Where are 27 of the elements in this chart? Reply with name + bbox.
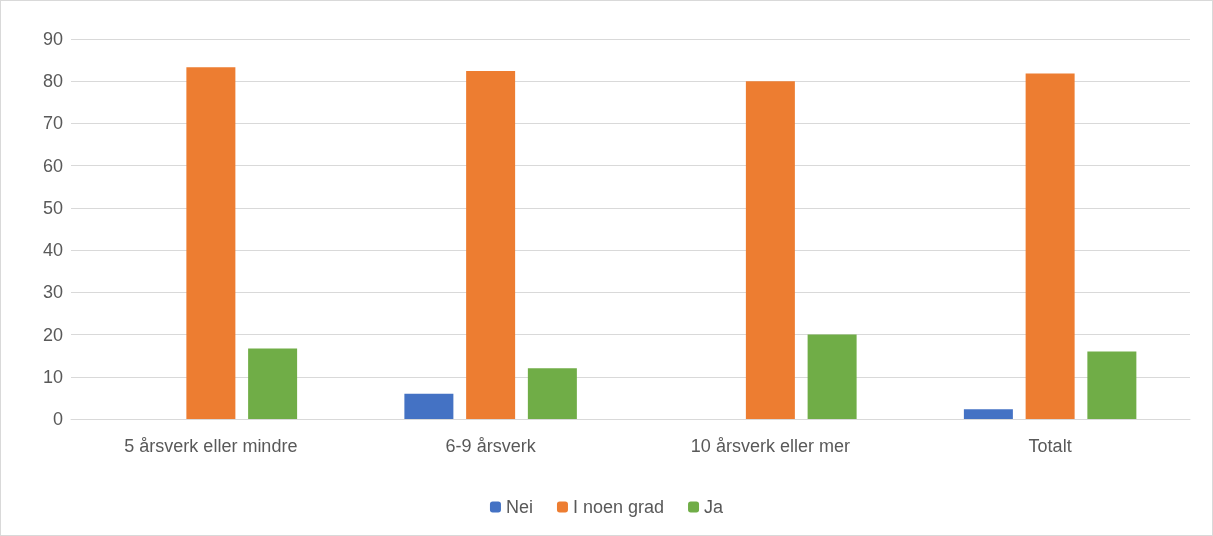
y-tick-label: 70 (42, 113, 63, 134)
bar (963, 409, 1013, 419)
bar (404, 393, 454, 419)
legend-label: I noen grad (572, 497, 665, 517)
bar (527, 368, 577, 419)
legend-label: Ja (704, 497, 725, 517)
bar (745, 81, 795, 419)
y-tick-label: 30 (42, 282, 63, 303)
bar (186, 67, 236, 419)
y-tick-label: 80 (42, 71, 63, 92)
y-tick-label: 90 (42, 29, 63, 49)
y-tick-label: 60 (42, 155, 63, 176)
bar (466, 71, 516, 419)
y-tick-label: 50 (42, 197, 63, 218)
legend-label: Nei (505, 497, 533, 517)
y-tick-label: 40 (42, 240, 63, 261)
y-tick-label: 20 (42, 324, 63, 345)
x-tick-label: 10 årsverk eller mer (690, 436, 850, 456)
y-tick-label: 10 (42, 366, 63, 387)
bar (248, 348, 298, 419)
x-tick-label: 5 årsverk eller mindre (124, 436, 298, 456)
bar (1087, 351, 1137, 419)
x-tick-label: 6-9 årsverk (445, 436, 537, 456)
x-tick-label: Totalt (1028, 436, 1072, 456)
bar (807, 334, 857, 419)
bar (1025, 73, 1075, 419)
y-tick-label: 0 (52, 409, 63, 429)
